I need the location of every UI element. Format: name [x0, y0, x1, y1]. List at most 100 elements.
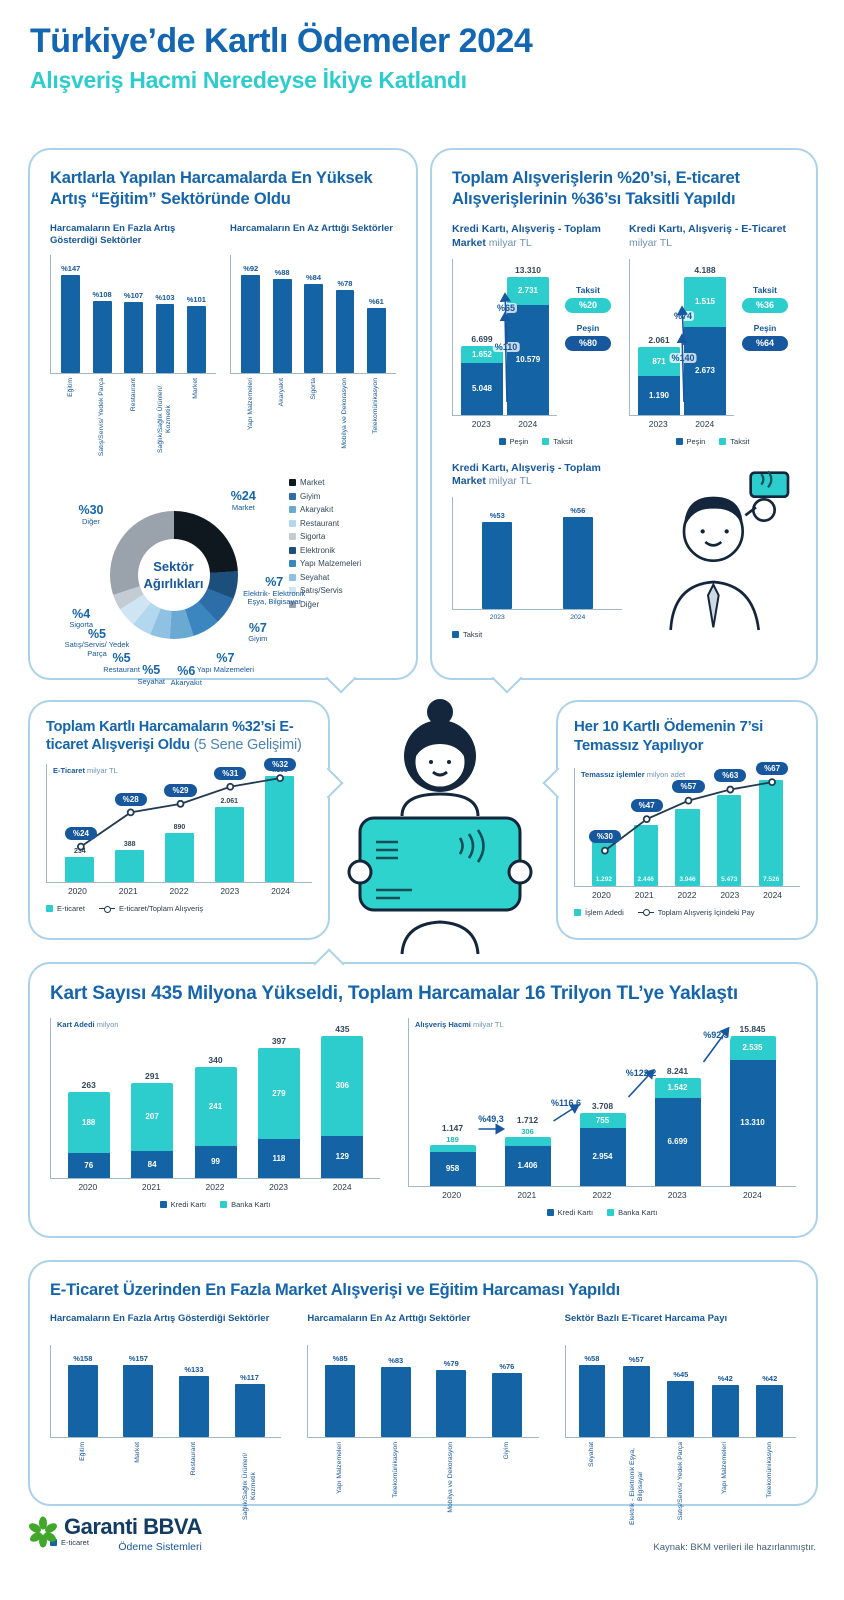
year-labels: 2020 2021 2022 2023 2024 — [50, 1179, 380, 1192]
bar — [92, 301, 112, 374]
pill-value: %36 — [742, 297, 788, 313]
bar-column: %79 — [423, 1359, 479, 1437]
axis-label-bold: Temassız işlemler — [581, 769, 645, 779]
bar-value-label: 234 — [74, 848, 86, 856]
bar — [623, 1365, 650, 1437]
bar-category-label: Satış/Servis/ Yedek Parça — [676, 1441, 684, 1520]
bar-category: Telekomünikasyon — [361, 378, 392, 460]
legend-item: Elektronik — [289, 546, 396, 555]
bar — [667, 1380, 695, 1437]
donut-slice-name: Elektrik- Elektronik Eşya, Bilgisayar — [243, 588, 306, 607]
bar-value-label: %42 — [762, 1373, 778, 1383]
stacked-column: 435 306 129 — [311, 1024, 374, 1178]
bar-value-label: %84 — [306, 273, 322, 283]
donut-slice-value: %7 — [248, 620, 267, 635]
donut-slice-label: %7 Yapı Malzemeleri — [190, 651, 260, 674]
bar — [155, 304, 175, 374]
chart-taksit-share: Kredi Kartı, Alışveriş - Toplam Market m… — [452, 462, 622, 639]
bar — [124, 302, 143, 374]
bar-value-label: %57 — [628, 1354, 644, 1364]
bar-column: 2.061 — [204, 798, 254, 883]
brand-name: Garanti BBVA — [64, 1514, 202, 1539]
bar — [380, 1366, 411, 1437]
year-label: 2022 — [592, 1189, 612, 1200]
stacked-bar: 279 118 — [257, 1047, 300, 1178]
donut-slice-label: %5 Seyahat — [116, 663, 186, 686]
legend-item: Giyim — [289, 492, 396, 501]
page-subtitle: Alışveriş Hacmi Neredeyse İkiye Katlandı — [30, 67, 467, 93]
donut-legend-list: Market Giyim Akaryakıt Restaurant Sigorta Ele… — [289, 464, 396, 609]
year-label: 2023 — [720, 889, 740, 900]
stacked-column: 6.699 1.652 5.048 — [459, 334, 505, 415]
legend-swatch-icon — [289, 587, 296, 595]
bar-value-label: %108 — [92, 290, 112, 300]
share-badge: %67 — [756, 761, 789, 775]
bar-value-label: %101 — [186, 295, 206, 305]
panel-installments: Toplam Alışverişlerin %20’si, E-ticaret … — [430, 148, 818, 694]
year-label: 2024 — [742, 1189, 762, 1200]
segment-value: 2.535 — [742, 1043, 763, 1053]
chart-volume: Alışveriş Hacmi milyar TL 1.147 189 958 1.71… — [408, 1017, 796, 1217]
axis-label: E-Ticaret milyar TL — [53, 766, 118, 775]
bar-category-label: Market — [192, 378, 200, 400]
stacked-chart: 2.061 871 1.190 4.188 1.515 2.673 %74 %140 2023 2… — [629, 258, 734, 429]
legend-label: Peşin — [509, 436, 529, 446]
legend-label: Market — [300, 478, 325, 488]
legend-label: Banka Kartı — [618, 1207, 658, 1217]
year-label: 2020 — [591, 889, 611, 900]
segment-taksit: 2.535 — [729, 1035, 776, 1060]
year-label: 2024 — [518, 418, 538, 429]
stacked-bar: 207 84 — [131, 1082, 174, 1178]
axis-label-unit: milyon adet — [644, 769, 686, 779]
legend-swatch-icon — [289, 506, 296, 514]
chart-credit-total-market: Kredi Kartı, Alışveriş - Toplam Market m… — [452, 223, 619, 446]
segment-value: 2.731 — [517, 286, 539, 296]
legend-swatch-icon — [675, 437, 683, 445]
stacked-bar: 241 99 — [194, 1066, 237, 1178]
bar-category-label: Yapı Malzemeleri — [721, 1441, 729, 1494]
stacked-column: 291 207 84 — [120, 1071, 183, 1178]
segment-value: 2.673 — [694, 366, 716, 376]
legend-label: Yapı Malzemeleri — [300, 559, 362, 569]
chart-title-unit: milyar TL — [629, 236, 672, 249]
panel-title: Toplam Alışverişlerin %20’si, E-ticaret … — [452, 169, 740, 208]
segment-taksit: 188 — [67, 1091, 110, 1153]
panel-ecommerce-sectors: E-Ticaret Üzerinden En Fazla Market Alış… — [28, 1260, 818, 1547]
bar — [123, 1364, 154, 1437]
stacked-column: 1.147 189 958 — [415, 1123, 490, 1186]
bar — [61, 275, 81, 374]
stacked-bar: 871 1.190 — [638, 346, 680, 415]
chart-contactless: Temassız işlemler milyon adet 1.292 2.446 3… — [574, 761, 800, 917]
legend-label: İşlem Adedi — [585, 907, 624, 917]
segment-value: 1.515 — [694, 297, 716, 307]
bar — [115, 850, 145, 883]
segment-value: 306 — [335, 1081, 349, 1091]
axis-label-unit: milyar TL — [470, 1019, 504, 1029]
bar-value-label: %61 — [368, 297, 384, 307]
legend-swatch-icon — [289, 600, 296, 608]
year-label: 2022 — [205, 1181, 225, 1192]
donut-slice-name: Seyahat — [137, 676, 165, 686]
total-label: 3.708 — [591, 1100, 614, 1111]
year-labels: 2023 2024 — [629, 416, 734, 429]
stacked-chart-row: 6.699 1.652 5.048 13.310 2.731 10.579 %65 %110 2… — [452, 258, 619, 429]
bar-column: 1.292 — [583, 841, 625, 886]
bar-column: %117 — [222, 1373, 278, 1437]
chart-title: Kredi Kartı, Alışveriş - E-Ticaret milya… — [629, 223, 796, 250]
year-labels: 2020 2021 2022 2023 2024 — [408, 1187, 796, 1200]
stacked-column: 4.188 1.515 2.673 — [682, 265, 728, 415]
bar — [491, 1372, 522, 1437]
bar-category-label: Akaryakıt — [278, 378, 286, 407]
total-label: 397 — [271, 1035, 287, 1046]
legend-label: E-ticaret/Toplam Alışveriş — [118, 904, 204, 914]
segment-value: 1.406 — [517, 1161, 538, 1171]
bar-value-label: %107 — [123, 291, 144, 301]
bar: 2.446 — [633, 824, 658, 886]
stacked-column: 13.310 2.731 10.579 — [505, 265, 551, 415]
chart-title: Harcamaların En Fazla Artış Gösterdiği S… — [50, 223, 176, 247]
bar-category: Restaurant — [118, 378, 149, 460]
panel-title-text: Toplam Kartlı Harcamaların %32’si E-tica… — [46, 719, 294, 754]
installment-pills: Taksit %36 Peşin %64 — [734, 259, 796, 351]
chart-title-bold: Kredi Kartı, Alışveriş - Toplam Market — [452, 223, 601, 249]
legend-swatch-icon — [50, 1538, 57, 1546]
